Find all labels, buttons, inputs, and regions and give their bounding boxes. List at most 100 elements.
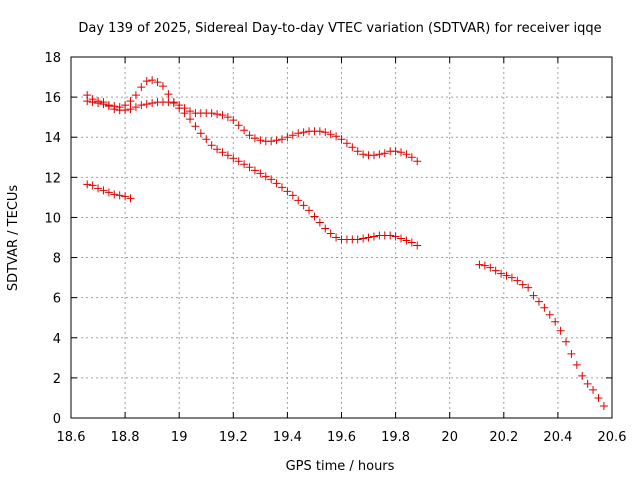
data-point	[256, 169, 265, 178]
data-point	[578, 371, 587, 380]
data-point	[524, 283, 533, 292]
axis-ticks: 18.6 18.8 19 19.2 19.4 19.6 19.8 20 20.2 20.4 20.6…	[44, 51, 626, 445]
data-point	[213, 110, 222, 119]
data-point	[518, 280, 527, 289]
data-point	[491, 266, 500, 275]
data-point	[572, 360, 581, 369]
data-point	[180, 104, 189, 113]
series-track-c	[83, 180, 135, 203]
data-point	[277, 135, 286, 144]
data-point	[332, 233, 341, 242]
data-point	[294, 129, 303, 138]
data-point	[402, 236, 411, 245]
data-point	[250, 166, 259, 175]
x-tick-label: 19.4	[273, 430, 302, 445]
data-point	[110, 190, 119, 199]
x-tick-label: 19.2	[219, 430, 248, 445]
data-point	[359, 234, 368, 243]
x-axis-label: GPS time / hours	[286, 459, 395, 474]
data-point	[545, 310, 554, 319]
data-point	[240, 126, 249, 135]
data-point	[402, 150, 411, 159]
y-tick-label: 4	[53, 332, 61, 347]
data-point	[305, 206, 314, 215]
data-point	[413, 157, 422, 166]
data-point	[94, 99, 103, 108]
data-point	[148, 99, 157, 108]
data-point	[391, 232, 400, 241]
data-point	[391, 147, 400, 156]
data-point	[364, 233, 373, 242]
data-point	[153, 78, 162, 87]
y-axis-label: SDTVAR / TECUs	[6, 185, 21, 292]
data-point	[186, 115, 195, 124]
data-point	[110, 105, 119, 114]
data-point	[83, 180, 92, 189]
data-point	[326, 130, 335, 139]
data-point	[88, 181, 97, 190]
data-point	[288, 131, 297, 140]
data-point	[245, 163, 254, 172]
data-point	[202, 135, 211, 144]
data-point	[272, 179, 281, 188]
data-point	[121, 192, 130, 201]
data-point	[229, 154, 238, 163]
data-point	[567, 349, 576, 358]
data-point	[556, 326, 565, 335]
data-point	[353, 147, 362, 156]
data-point	[407, 153, 416, 162]
data-point	[507, 273, 516, 282]
data-point	[342, 139, 351, 148]
data-point	[218, 148, 227, 157]
data-series	[83, 76, 608, 410]
data-point	[375, 150, 384, 159]
series-track-d	[475, 260, 608, 410]
x-tick-label: 20.2	[489, 430, 518, 445]
x-tick-label: 20.4	[543, 430, 572, 445]
data-point	[142, 77, 151, 86]
data-point	[99, 100, 108, 109]
data-point	[497, 269, 506, 278]
data-point	[213, 145, 222, 154]
data-point	[594, 393, 603, 402]
data-point	[207, 141, 216, 150]
data-point	[164, 90, 173, 99]
data-point	[583, 379, 592, 388]
data-point	[337, 135, 346, 144]
data-point	[310, 212, 319, 221]
data-point	[534, 297, 543, 306]
y-tick-label: 2	[53, 372, 61, 387]
y-tick-label: 14	[44, 131, 61, 146]
data-point	[277, 183, 286, 192]
data-point	[126, 105, 135, 114]
x-tick-label: 19	[171, 430, 188, 445]
data-point	[104, 102, 113, 111]
data-point	[315, 218, 324, 227]
data-point	[175, 101, 184, 110]
x-tick-label: 18.6	[57, 430, 86, 445]
data-point	[234, 157, 243, 166]
data-point	[245, 131, 254, 140]
data-point	[99, 186, 108, 195]
data-point	[283, 133, 292, 142]
data-point	[326, 229, 335, 238]
data-point	[267, 175, 276, 184]
data-point	[94, 184, 103, 193]
x-tick-label: 19.6	[327, 430, 356, 445]
series-track-a	[83, 76, 422, 250]
data-point	[115, 191, 124, 200]
data-point	[234, 121, 243, 130]
data-point	[315, 127, 324, 136]
y-tick-label: 0	[53, 412, 61, 427]
data-point	[191, 122, 200, 131]
data-point	[267, 137, 276, 146]
data-point	[131, 91, 140, 100]
data-point	[480, 261, 489, 270]
data-point	[502, 271, 511, 280]
data-point	[359, 150, 368, 159]
data-point	[223, 151, 232, 160]
data-point	[218, 111, 227, 120]
data-point	[475, 260, 484, 269]
data-point	[207, 109, 216, 118]
